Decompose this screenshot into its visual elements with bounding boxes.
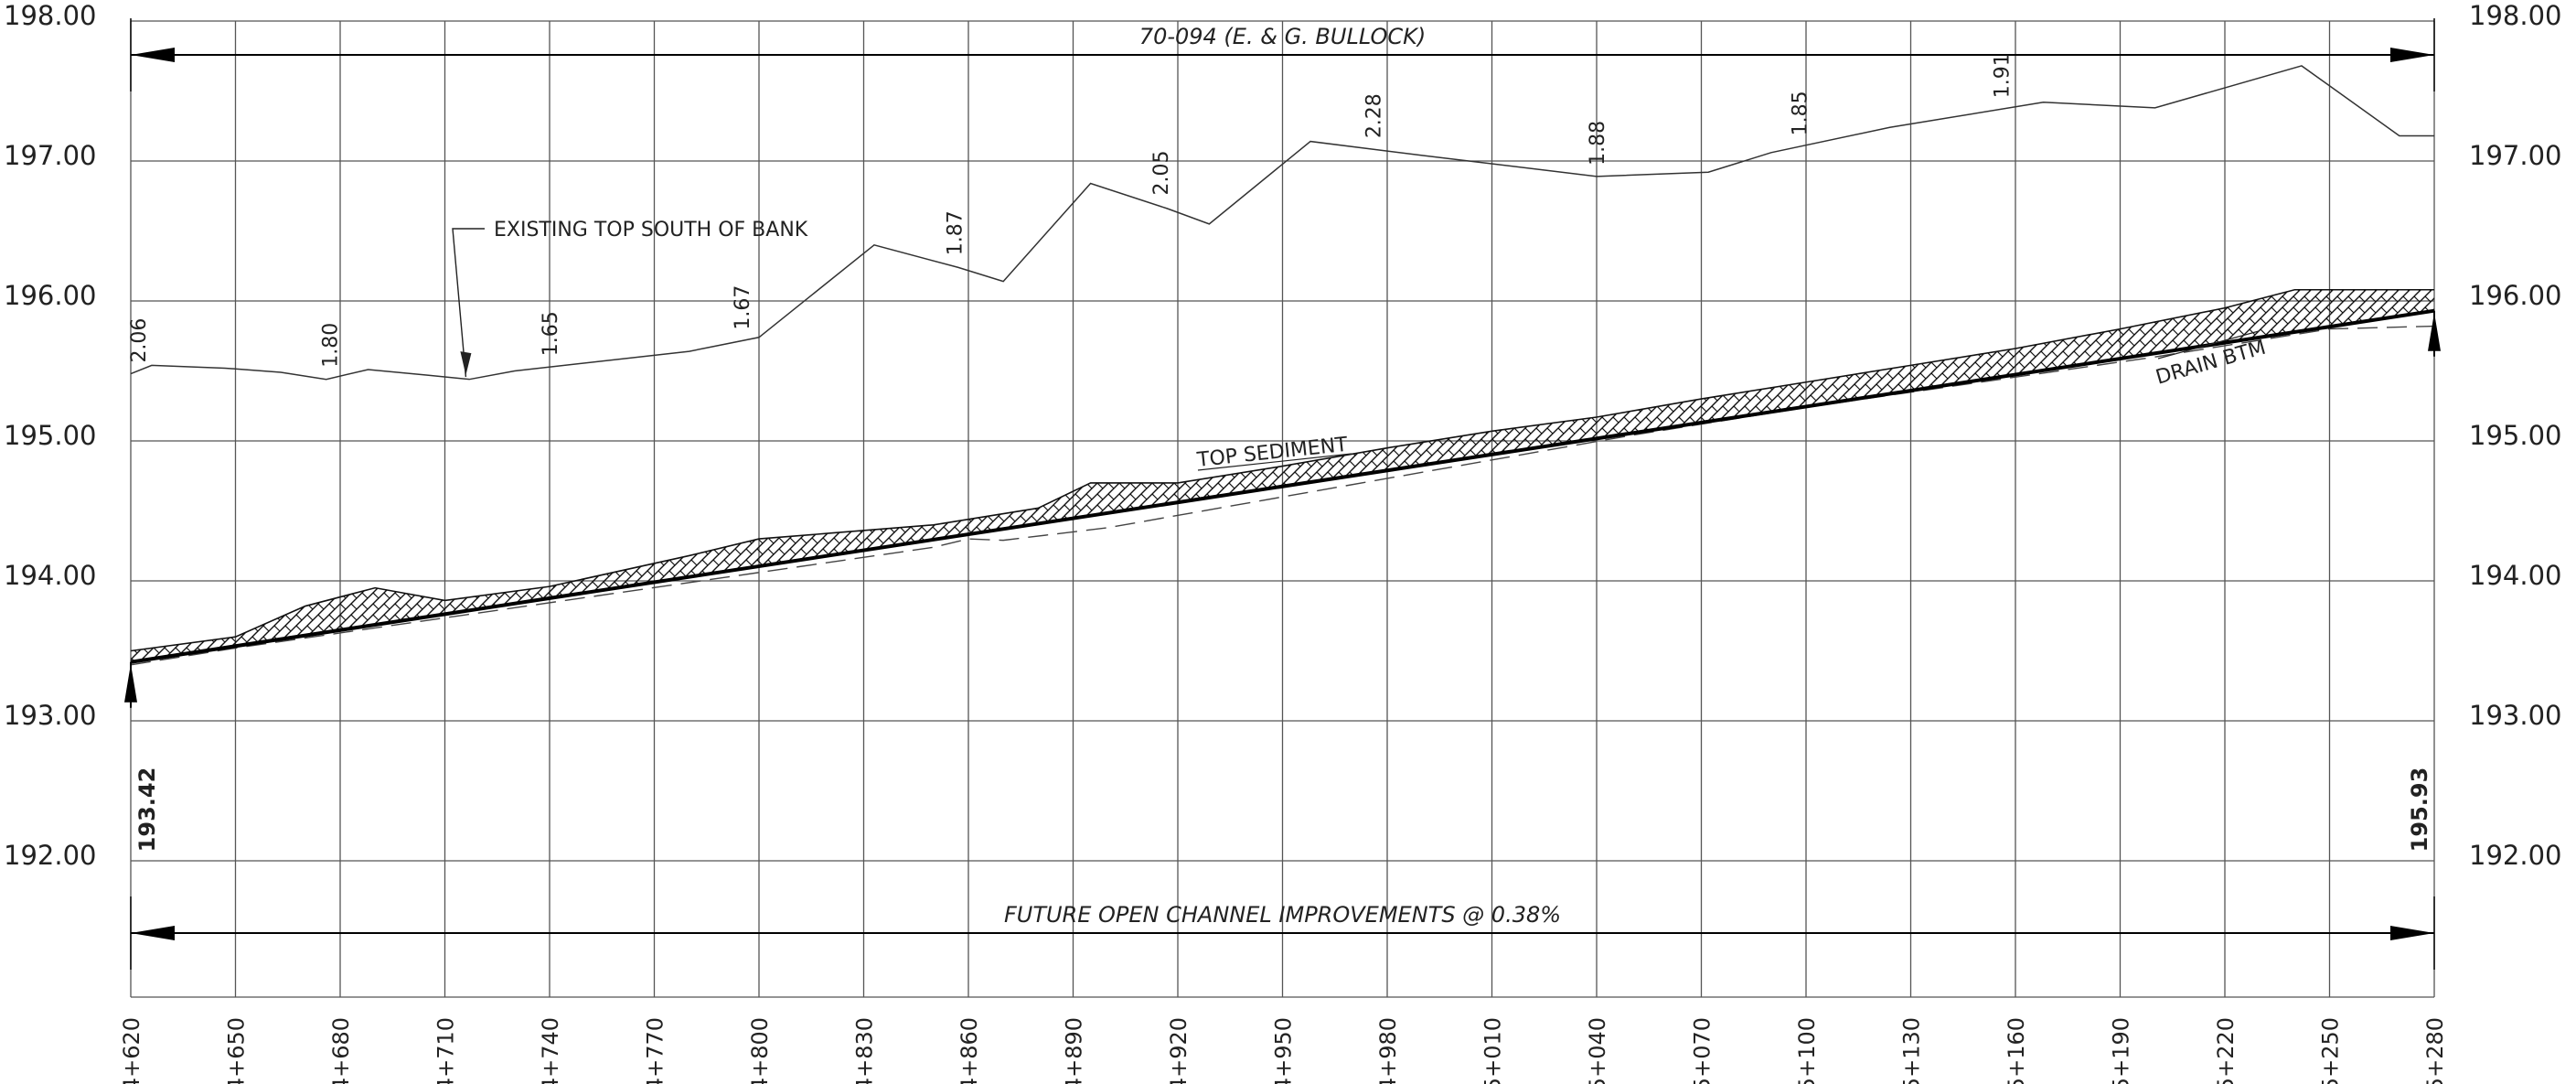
depth-label: 1.67 xyxy=(732,285,754,330)
header-dimension-arrow-right xyxy=(2390,48,2434,62)
x-tick-label: 4+920 xyxy=(1166,1017,1192,1084)
y-tick-label-left: 194.00 xyxy=(4,560,96,591)
vertical-gridlines xyxy=(130,21,2435,997)
series-layer xyxy=(130,65,2435,666)
future-channel-line xyxy=(130,308,2435,664)
x-tick-label: 4+950 xyxy=(1271,1017,1297,1084)
depth-label: 2.05 xyxy=(1150,151,1173,196)
x-tick-label: 4+680 xyxy=(328,1017,354,1084)
depth-label: 1.80 xyxy=(320,323,343,368)
x-tick-label: 5+160 xyxy=(2004,1017,2029,1084)
x-tick-label: 5+070 xyxy=(1690,1017,1716,1084)
x-tick-label: 4+620 xyxy=(119,1017,144,1084)
y-tick-label-right: 193.00 xyxy=(2469,700,2561,731)
end-elev-arrow xyxy=(2428,312,2441,351)
bank-leader-arrow xyxy=(460,351,472,376)
x-tick-label: 4+830 xyxy=(852,1017,878,1084)
x-tick-label: 4+980 xyxy=(1375,1017,1401,1084)
x-axis-tick-labels: 4+620 4+650 4+680 4+710 4+740 4+770 4+800 4+830… xyxy=(119,1017,2448,1084)
x-tick-label: 5+010 xyxy=(1480,1017,1506,1084)
depth-label: 1.85 xyxy=(1789,91,1812,135)
drain-label-leader xyxy=(2157,330,2260,360)
y-tick-label-left: 198.00 xyxy=(4,0,96,31)
bank-label: EXISTING TOP SOUTH OF BANK xyxy=(494,219,808,241)
depth-label: 2.28 xyxy=(1363,93,1386,138)
start-elevation: 193.42 xyxy=(134,767,160,853)
drain-bottom-line xyxy=(130,325,2435,666)
y-tick-label-left: 195.00 xyxy=(4,420,96,451)
footer-dimension-arrow-left xyxy=(131,926,175,940)
x-tick-label: 4+740 xyxy=(538,1017,563,1084)
y-tick-label-right: 198.00 xyxy=(2469,0,2561,31)
y-tick-label-right: 194.00 xyxy=(2469,560,2561,591)
footer-annotation: FUTURE OPEN CHANNEL IMPROVEMENTS @ 0.38% xyxy=(1004,902,1561,928)
depth-label: 1.87 xyxy=(945,210,967,255)
end-elevation: 195.93 xyxy=(2407,767,2432,853)
x-tick-label: 4+800 xyxy=(747,1017,773,1084)
y-tick-label-right: 196.00 xyxy=(2469,280,2561,311)
header-annotation: 70-094 (E. & G. BULLOCK) xyxy=(1139,24,1426,49)
y-tick-label-left: 193.00 xyxy=(4,700,96,731)
y-tick-label-right: 192.00 xyxy=(2469,840,2561,871)
x-tick-label: 4+890 xyxy=(1062,1017,1087,1084)
x-tick-label: 4+770 xyxy=(643,1017,668,1084)
y-tick-label-left: 192.00 xyxy=(4,840,96,871)
depth-label: 1.91 xyxy=(1992,53,2015,98)
bank-leader xyxy=(452,228,485,378)
start-elev-arrow xyxy=(124,663,137,703)
x-tick-label: 5+100 xyxy=(1794,1017,1820,1084)
x-tick-label: 5+280 xyxy=(2422,1017,2448,1084)
x-tick-label: 4+860 xyxy=(957,1017,982,1084)
depth-labels: 2.06 1.80 1.65 1.67 1.87 2.05 2.28 1.88 1.85 1.91 xyxy=(128,53,2015,368)
footer-dimension-arrow-right xyxy=(2390,926,2434,940)
top-sediment-line xyxy=(130,288,2434,652)
x-tick-label: 5+250 xyxy=(2318,1017,2344,1084)
sediment-label-underline xyxy=(1197,453,1352,471)
x-tick-label: 5+130 xyxy=(1899,1017,1925,1084)
y-tick-label-right: 195.00 xyxy=(2469,420,2561,451)
horizontal-gridlines xyxy=(131,20,2434,998)
header-dimension-arrow-left xyxy=(131,48,175,62)
x-tick-label: 4+650 xyxy=(224,1017,250,1084)
depth-label: 1.65 xyxy=(540,311,562,356)
existing-bank-line xyxy=(130,65,2434,381)
y-tick-label-left: 197.00 xyxy=(4,140,96,171)
x-tick-label: 5+040 xyxy=(1585,1017,1610,1084)
depth-label: 1.88 xyxy=(1587,121,1609,166)
y-tick-label-left: 196.00 xyxy=(4,280,96,311)
sediment-hatch-area xyxy=(131,289,2434,662)
x-tick-label: 5+220 xyxy=(2213,1017,2239,1084)
y-tick-label-right: 197.00 xyxy=(2469,140,2561,171)
y-axis-tick-labels: 192.00 192.00 193.00 193.00 194.00 194.00 195.… xyxy=(4,0,2561,871)
depth-label: 2.06 xyxy=(128,318,151,363)
x-tick-label: 4+710 xyxy=(433,1017,459,1084)
x-tick-label: 5+190 xyxy=(2109,1017,2134,1084)
